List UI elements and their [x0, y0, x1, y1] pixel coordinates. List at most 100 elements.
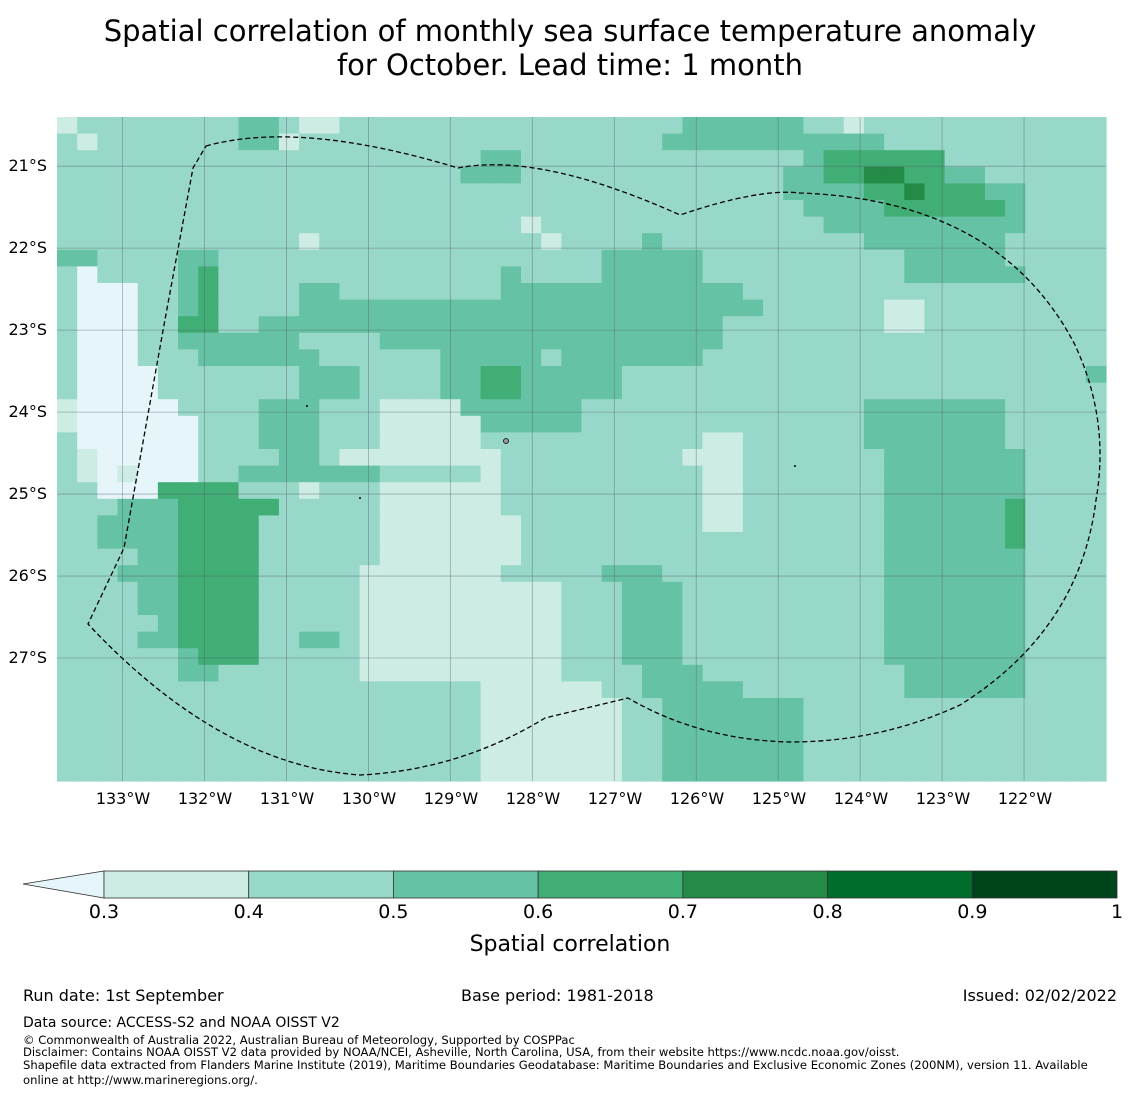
correlation-cell — [924, 598, 946, 616]
correlation-cell — [722, 615, 744, 633]
correlation-cell — [682, 283, 704, 301]
correlation-cell — [440, 332, 462, 350]
correlation-cell — [339, 465, 361, 483]
correlation-cell — [1005, 548, 1026, 566]
correlation-cell — [299, 415, 320, 433]
correlation-cell — [1005, 415, 1026, 433]
correlation-cell — [803, 200, 825, 218]
correlation-cell — [944, 498, 966, 516]
correlation-cell — [480, 465, 502, 483]
correlation-cell — [823, 548, 845, 566]
correlation-cell — [339, 117, 361, 135]
correlation-cell — [218, 366, 240, 384]
lat-tick-label: 26°S — [8, 566, 47, 585]
correlation-cell — [1085, 532, 1107, 550]
correlation-cell — [420, 598, 441, 616]
correlation-cell — [783, 449, 804, 467]
correlation-cell — [77, 498, 98, 516]
correlation-cell — [581, 565, 603, 583]
correlation-cell — [783, 631, 804, 649]
correlation-cell — [500, 664, 522, 682]
correlation-cell — [783, 698, 804, 716]
correlation-cell — [117, 581, 139, 599]
correlation-cell — [157, 349, 179, 367]
correlation-cell — [278, 432, 300, 450]
correlation-cell — [783, 714, 804, 732]
correlation-cell — [399, 266, 421, 284]
correlation-cell — [742, 731, 764, 749]
correlation-cell — [621, 565, 643, 583]
correlation-cell — [904, 216, 926, 234]
correlation-cell — [399, 598, 421, 616]
correlation-cell — [339, 150, 361, 168]
correlation-cell — [379, 581, 401, 599]
correlation-cell — [682, 415, 704, 433]
correlation-cell — [440, 382, 462, 400]
correlation-cell — [238, 299, 260, 317]
correlation-cell — [258, 498, 280, 516]
correlation-cell — [1005, 532, 1026, 550]
correlation-cell — [904, 233, 926, 251]
correlation-cell — [198, 117, 219, 135]
correlation-cell — [621, 731, 643, 749]
correlation-cell — [662, 266, 683, 284]
correlation-cell — [642, 283, 663, 301]
chart-title: Spatial correlation of monthly sea surfa… — [0, 14, 1140, 82]
correlation-cell — [702, 581, 724, 599]
correlation-cell — [117, 598, 139, 616]
correlation-cell — [924, 366, 946, 384]
correlation-cell — [339, 249, 361, 267]
correlation-cell — [823, 117, 845, 135]
correlation-cell — [339, 598, 361, 616]
correlation-cell — [137, 117, 159, 135]
correlation-cell — [843, 498, 865, 516]
correlation-cell — [399, 631, 421, 649]
correlation-cell — [601, 349, 623, 367]
correlation-cell — [57, 664, 78, 682]
correlation-cell — [742, 432, 764, 450]
correlation-cell — [460, 449, 482, 467]
correlation-cell — [178, 465, 199, 483]
correlation-cell — [258, 117, 280, 135]
correlation-cell — [440, 648, 462, 666]
correlation-cell — [238, 598, 260, 616]
correlation-cell — [339, 714, 361, 732]
correlation-cell — [500, 648, 522, 666]
correlation-cell — [379, 565, 401, 583]
correlation-cell — [601, 565, 623, 583]
correlation-cell — [379, 133, 401, 151]
correlation-cell — [884, 382, 905, 400]
correlation-cell — [662, 598, 683, 616]
correlation-cell — [803, 631, 825, 649]
correlation-cell — [924, 482, 946, 500]
correlation-cell — [702, 216, 724, 234]
correlation-cell — [520, 299, 542, 317]
correlation-cell — [823, 664, 845, 682]
correlation-cell — [863, 299, 885, 317]
correlation-cell — [440, 764, 462, 782]
correlation-cell — [823, 482, 845, 500]
correlation-cell — [924, 449, 946, 467]
correlation-cell — [359, 382, 381, 400]
correlation-cell — [1005, 117, 1026, 135]
correlation-cell — [964, 349, 986, 367]
correlation-cell — [803, 498, 825, 516]
correlation-cell — [399, 316, 421, 334]
correlation-cell — [57, 415, 78, 433]
correlation-cell — [218, 266, 240, 284]
correlation-cell — [178, 399, 199, 417]
correlation-cell — [763, 183, 784, 201]
correlation-cell — [581, 216, 603, 234]
correlation-cell — [178, 432, 199, 450]
correlation-cell — [258, 183, 280, 201]
correlation-cell — [541, 681, 562, 699]
correlation-cell — [157, 249, 179, 267]
correlation-cell — [500, 714, 522, 732]
correlation-cell — [460, 764, 482, 782]
correlation-cell — [57, 432, 78, 450]
correlation-cell — [1085, 133, 1107, 151]
correlation-cell — [520, 631, 542, 649]
correlation-cell — [359, 432, 381, 450]
island-marker — [359, 497, 361, 499]
correlation-cell — [722, 698, 744, 716]
